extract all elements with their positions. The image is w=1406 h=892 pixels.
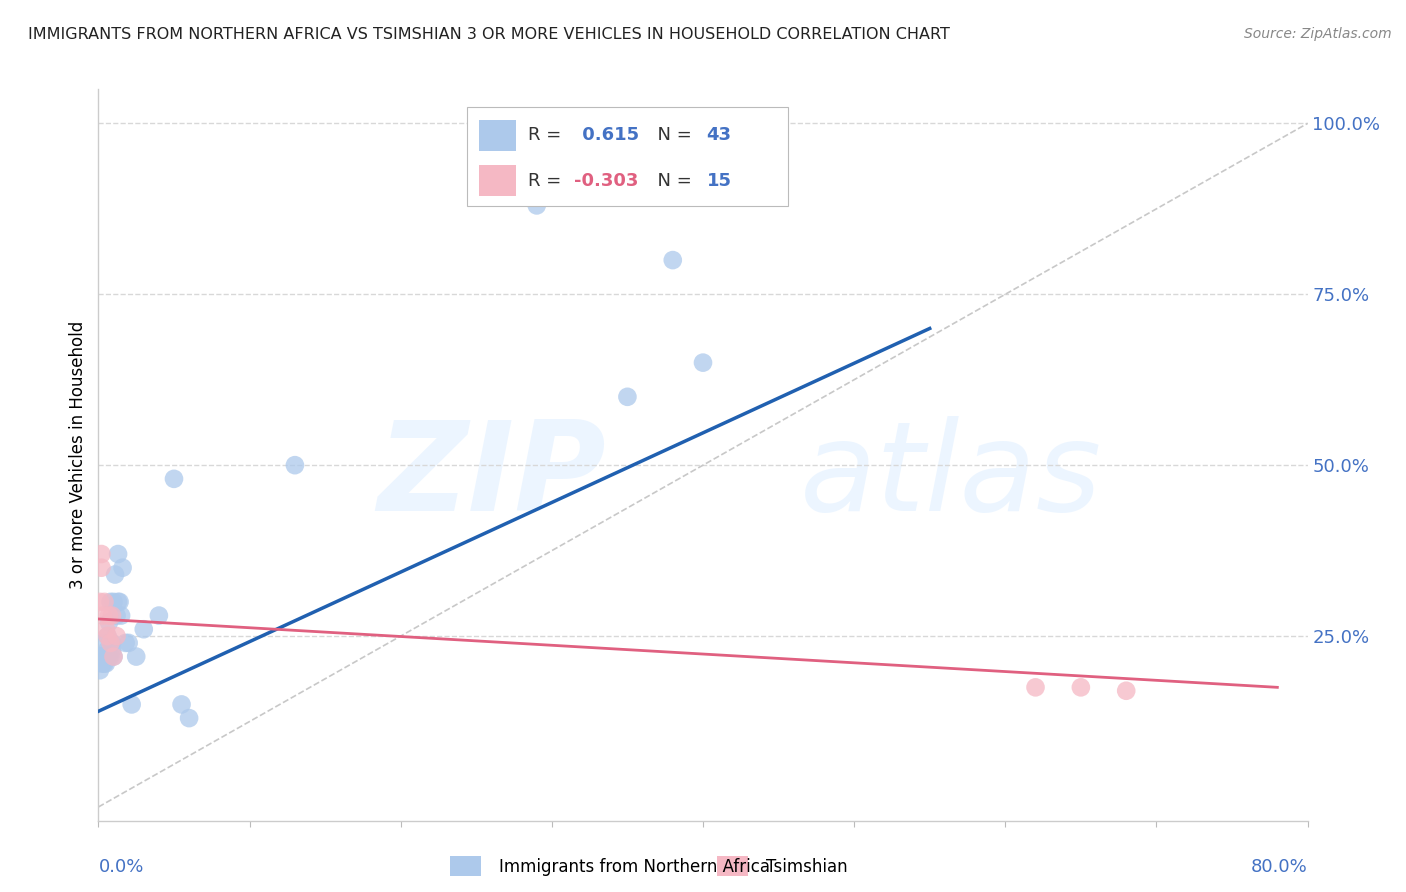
Point [96, 629, 118, 643]
Point [284, 458, 307, 472]
Point [98, 615, 121, 630]
Text: 15: 15 [707, 171, 731, 190]
Point [103, 649, 125, 664]
Point [1070, 681, 1092, 695]
Point [179, 711, 201, 725]
Point [90, 547, 112, 561]
Point [103, 595, 125, 609]
Point [100, 649, 122, 664]
Text: Source: ZipAtlas.com: Source: ZipAtlas.com [1244, 27, 1392, 41]
Point [96, 642, 118, 657]
Point [96, 629, 118, 643]
Point [526, 198, 548, 212]
Point [104, 567, 127, 582]
Point [93, 649, 115, 664]
Text: 43: 43 [707, 127, 731, 145]
Point [98, 608, 121, 623]
Point [114, 636, 136, 650]
Point [89, 595, 111, 609]
Text: atlas: atlas [800, 417, 1102, 537]
Point [107, 595, 129, 609]
Point [91, 649, 114, 664]
Point [94, 622, 117, 636]
Point [110, 608, 132, 623]
Point [93, 657, 115, 671]
Text: 0.615: 0.615 [576, 127, 640, 145]
Point [107, 547, 129, 561]
Point [132, 622, 155, 636]
Point [101, 636, 124, 650]
Point [661, 253, 683, 268]
Text: 80.0%: 80.0% [1251, 858, 1308, 876]
Point [94, 657, 117, 671]
Point [103, 649, 125, 664]
Point [101, 642, 124, 657]
Text: ZIP: ZIP [378, 417, 606, 537]
Y-axis label: 3 or more Vehicles in Household: 3 or more Vehicles in Household [69, 321, 87, 589]
Point [89, 663, 111, 677]
Point [111, 560, 134, 574]
Point [105, 629, 128, 643]
Text: R =: R = [527, 171, 567, 190]
Text: Tsimshian: Tsimshian [766, 858, 848, 876]
Point [100, 595, 122, 609]
Point [90, 649, 112, 664]
Text: N =: N = [647, 127, 697, 145]
Point [105, 608, 128, 623]
Point [93, 595, 115, 609]
Point [1024, 681, 1046, 695]
Point [118, 636, 141, 650]
Point [163, 472, 186, 486]
Point [121, 698, 143, 712]
Bar [479, 165, 516, 196]
Point [148, 608, 170, 623]
Text: IMMIGRANTS FROM NORTHERN AFRICA VS TSIMSHIAN 3 OR MORE VEHICLES IN HOUSEHOLD COR: IMMIGRANTS FROM NORTHERN AFRICA VS TSIMS… [28, 27, 950, 42]
Point [692, 356, 714, 370]
Point [125, 649, 148, 664]
Text: R =: R = [527, 127, 567, 145]
Point [616, 390, 638, 404]
Text: -0.303: -0.303 [574, 171, 638, 190]
Point [89, 649, 111, 664]
Point [91, 608, 114, 623]
Point [91, 636, 114, 650]
Point [100, 636, 122, 650]
Point [1115, 683, 1137, 698]
Point [90, 657, 112, 671]
Point [90, 560, 112, 574]
FancyBboxPatch shape [467, 108, 787, 206]
Point [108, 595, 131, 609]
Point [94, 649, 117, 664]
Point [101, 608, 124, 623]
Text: 0.0%: 0.0% [98, 858, 143, 876]
Point [170, 698, 193, 712]
Text: N =: N = [647, 171, 697, 190]
Point [96, 649, 118, 664]
Text: Immigrants from Northern Africa: Immigrants from Northern Africa [499, 858, 770, 876]
Point [91, 657, 114, 671]
Bar [479, 120, 516, 151]
Point [98, 649, 121, 664]
